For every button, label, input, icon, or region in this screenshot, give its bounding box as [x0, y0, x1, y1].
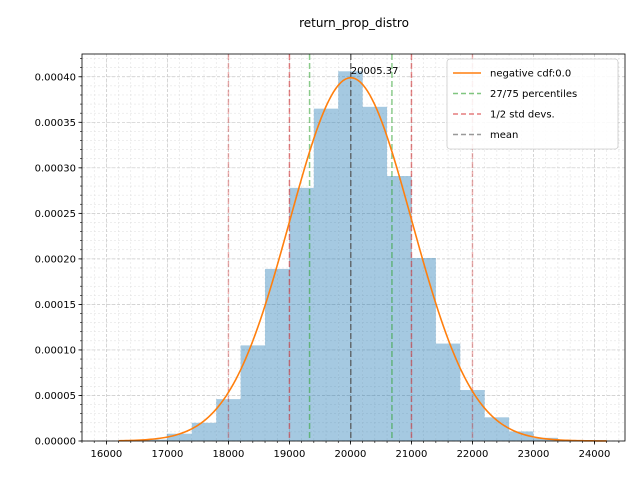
x-tick-label: 22000	[457, 449, 489, 460]
histogram-bar	[216, 399, 241, 441]
histogram-bars	[141, 71, 583, 442]
histogram-bar	[387, 176, 412, 441]
legend: negative cdf:0.0 27/75 percentiles 1/2 std…	[446, 58, 619, 150]
x-tick-label: 23000	[518, 449, 550, 460]
y-tick-label: 0.00015	[35, 300, 76, 311]
reference-lines	[227, 54, 474, 441]
y-tick-label: 0.00020	[35, 254, 76, 265]
y-tick-label: 0.00040	[35, 72, 76, 83]
x-tick-label: 19000	[274, 449, 306, 460]
y-tick-label: 0.00000	[35, 437, 76, 448]
x-tick-label: 16000	[90, 449, 122, 460]
y-tick-label: 0.00005	[35, 391, 76, 402]
histogram-bar	[141, 439, 167, 441]
y-tick-label: 0.00030	[35, 163, 76, 174]
x-tick-label: 21000	[396, 449, 428, 460]
histogram-bar	[362, 106, 388, 441]
y-tick-label: 0.00035	[35, 118, 76, 129]
histogram-bar	[240, 345, 266, 441]
x-tick-label: 24000	[579, 449, 611, 460]
x-axis: 16000 17000 18000 19000 20000 21000 22000 23000…	[81, 441, 620, 460]
histogram-bar	[191, 422, 217, 441]
histogram-bar	[411, 257, 436, 441]
histogram-bar	[509, 431, 534, 441]
density-curve	[118, 76, 607, 442]
y-tick-label: 0.00025	[35, 209, 76, 220]
histogram-bar	[435, 343, 461, 441]
mean-annotation: 20005.37	[351, 66, 399, 77]
x-tick-label: 18000	[213, 449, 245, 460]
histogram-bar	[166, 433, 192, 441]
chart-title: return_prop_distro	[299, 16, 409, 30]
x-tick-label: 17000	[152, 449, 184, 460]
histogram-bar	[313, 108, 339, 442]
legend-label: mean	[490, 130, 518, 141]
histogram-bar	[484, 417, 510, 441]
histogram-bar	[460, 390, 485, 441]
legend-label: 1/2 std devs.	[490, 110, 555, 121]
histogram-bar	[265, 268, 290, 441]
plot-frame	[81, 53, 626, 442]
x-tick-label: 20000	[335, 449, 367, 460]
density-line	[118, 76, 607, 442]
y-tick-label: 0.00010	[35, 345, 76, 356]
legend-label: 27/75 percentiles	[490, 89, 577, 100]
legend-box	[446, 58, 619, 150]
legend-label: negative cdf:0.0	[490, 69, 571, 80]
y-axis: 0.00000 0.00005 0.00010 0.00015 0.00020 0.000…	[35, 58, 82, 448]
